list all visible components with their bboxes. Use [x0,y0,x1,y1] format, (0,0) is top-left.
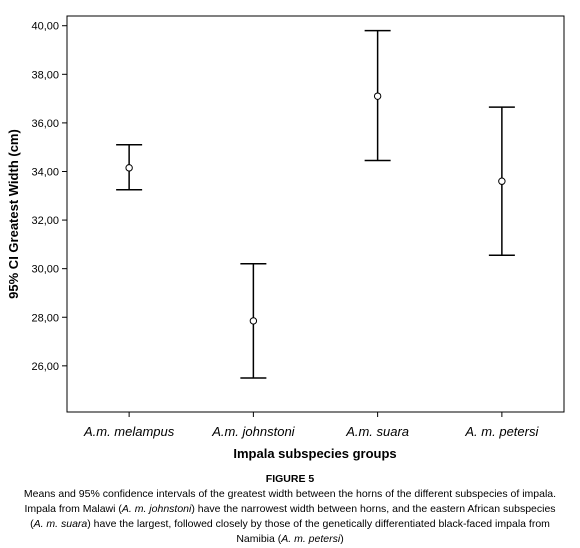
y-tick-label: 26,00 [31,361,59,373]
caption-italic-text: A. m. johnstoni [121,503,192,515]
caption-italic-text: A. m. suara [33,518,88,530]
plot-frame [66,15,565,413]
y-tick-label: 36,00 [31,118,59,130]
x-tick-label: A.m. johnstoni [211,424,295,439]
error-bar [116,144,143,191]
x-axis-title: Impala subspecies groups [233,446,396,461]
error-bar [488,106,515,257]
y-tick-label: 40,00 [31,21,59,33]
y-tick-label: 32,00 [31,215,59,227]
x-tick-label: A.m. melampus [83,424,175,439]
caption-text-segment: ( [30,518,34,530]
chart-svg: 26,00 28,00 30,00 32,00 34,00 36,00 38,00 40,00… [6,15,565,461]
mean-point [373,92,382,100]
caption-text-segment: Impala from Malawi ( [24,503,122,515]
caption-italic-text: A. m. petersi [281,533,341,545]
y-tick-label: 30,00 [31,264,59,276]
caption-text-segment: Namibia ( [236,533,282,545]
error-bar [240,263,267,379]
y-tick-label: 34,00 [31,166,59,178]
caption-line: (A. m. suara) have the largest, followed… [4,517,576,532]
y-tick-label: 28,00 [31,312,59,324]
caption-text-segment: ) [340,533,344,545]
x-axis: A.m. melampus A.m. johnstoni A.m. suara A. … [83,412,539,439]
caption-line: Namibia (A. m. petersi) [4,532,576,547]
caption-line: Means and 95% confidence intervals of th… [4,487,576,502]
mean-point [125,164,133,172]
caption-line: Impala from Malawi (A. m. johnstoni) hav… [4,502,576,517]
caption-text: Means and 95% confidence intervals of th… [0,487,580,547]
figure-label: FIGURE 5 [265,473,315,485]
mean-point [498,177,506,185]
caption-text-segment: ) have the largest, followed closely by … [87,518,550,530]
error-bar [364,29,391,162]
caption-text-segment: Means and 95% confidence intervals of th… [23,488,557,500]
mean-point [249,317,258,325]
y-axis-title: 95% CI Greatest Width (cm) [6,129,21,299]
x-tick-label: A.m. suara [345,424,409,439]
chart: 26,00 28,00 30,00 32,00 34,00 36,00 38,00 40,00… [6,15,565,461]
y-tick-label: 38,00 [31,69,59,81]
x-tick-label: A. m. petersi [464,424,539,439]
caption-text-segment: ) have the narrowest width between horns… [191,503,556,515]
figure-caption: FIGURE 5 Means and 95% confidence interv… [0,472,580,547]
y-axis: 26,00 28,00 30,00 32,00 34,00 36,00 38,00 40,00 [31,21,67,373]
error-bars [116,29,515,379]
